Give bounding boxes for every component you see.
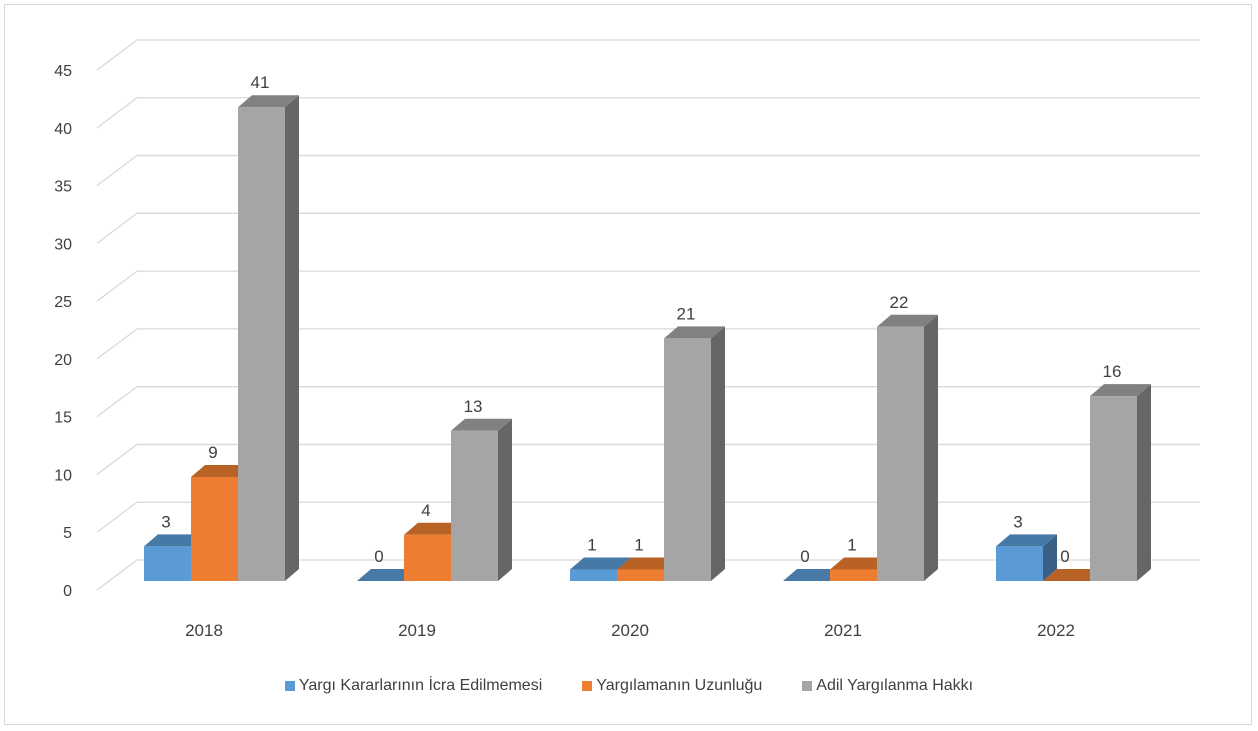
data-labels: 3 9 41 0 4 13 1 1 21 0 1 22 3 0 16 (161, 73, 1121, 566)
data-label: 41 (251, 73, 270, 92)
data-label: 16 (1103, 362, 1122, 381)
data-label: 1 (847, 535, 856, 554)
x-tick-label: 2018 (185, 621, 223, 640)
x-axis-ticks: 2018 2019 2020 2021 2022 (185, 621, 1075, 640)
gridline (96, 39, 1200, 71)
legend: Yargı Kararlarının İcra Edilmemesi Yargı… (0, 677, 1258, 695)
bar-2019-series-3 (451, 418, 512, 581)
data-label: 0 (800, 547, 809, 566)
y-tick-label: 45 (54, 63, 72, 80)
bar-2020-series-3 (664, 326, 725, 581)
legend-item-series-1: Yargı Kararlarının İcra Edilmemesi (284, 677, 543, 695)
y-axis-ticks: 0 5 10 15 20 25 30 35 40 45 (54, 63, 72, 600)
bar-2022-series-3 (1090, 384, 1151, 581)
gridline (96, 212, 1200, 244)
bar-2019-series-1 (357, 569, 418, 581)
y-tick-label: 25 (54, 294, 72, 311)
y-tick-label: 30 (54, 236, 72, 253)
gridline (96, 501, 1200, 533)
y-tick-label: 10 (54, 467, 72, 484)
gridline (96, 328, 1200, 360)
y-tick-label: 40 (54, 121, 72, 138)
legend-label-series-3: Adil Yargılanma Hakkı (816, 677, 974, 694)
bar-2018-series-3 (238, 95, 299, 581)
x-tick-label: 2019 (398, 621, 436, 640)
chart-frame (4, 4, 1252, 725)
bar-2022-series-2 (1043, 569, 1104, 581)
y-tick-label: 15 (54, 410, 72, 427)
bars (144, 95, 1151, 581)
data-label: 13 (464, 397, 483, 416)
gridline (96, 270, 1200, 302)
data-label: 1 (587, 535, 596, 554)
gridline (96, 154, 1200, 187)
bar-2021-series-3 (877, 314, 938, 581)
y-tick-label: 20 (54, 352, 72, 369)
gridline (96, 386, 1200, 418)
data-label: 3 (1013, 512, 1022, 531)
bar-2022-series-1 (996, 534, 1057, 581)
gridline (96, 443, 1200, 475)
legend-swatch-series-2 (582, 681, 593, 691)
legend-label-series-1: Yargı Kararlarının İcra Edilmemesi (298, 677, 543, 694)
x-tick-label: 2022 (1037, 621, 1075, 640)
legend-swatch-series-1 (284, 681, 295, 691)
x-tick-label: 2021 (824, 621, 862, 640)
gridline (96, 97, 1200, 129)
data-label: 9 (208, 443, 217, 462)
y-tick-label: 0 (63, 583, 72, 600)
data-label: 21 (677, 304, 696, 323)
y-tick-label: 5 (63, 525, 72, 542)
legend-label-series-2: Yargılamanın Uzunluğu (596, 677, 763, 694)
data-label: 3 (161, 512, 170, 531)
bar-2021-series-1 (783, 569, 844, 581)
y-tick-label: 35 (54, 179, 72, 196)
data-label: 22 (890, 293, 909, 312)
data-label: 0 (374, 547, 383, 566)
x-tick-label: 2020 (611, 621, 649, 640)
legend-item-series-3: Adil Yargılanma Hakkı (802, 677, 973, 695)
legend-item-series-2: Yargılamanın Uzunluğu (582, 677, 762, 695)
data-label: 1 (634, 535, 643, 554)
data-label: 0 (1060, 547, 1069, 566)
data-label: 4 (421, 501, 430, 520)
legend-swatch-series-3 (802, 681, 813, 691)
